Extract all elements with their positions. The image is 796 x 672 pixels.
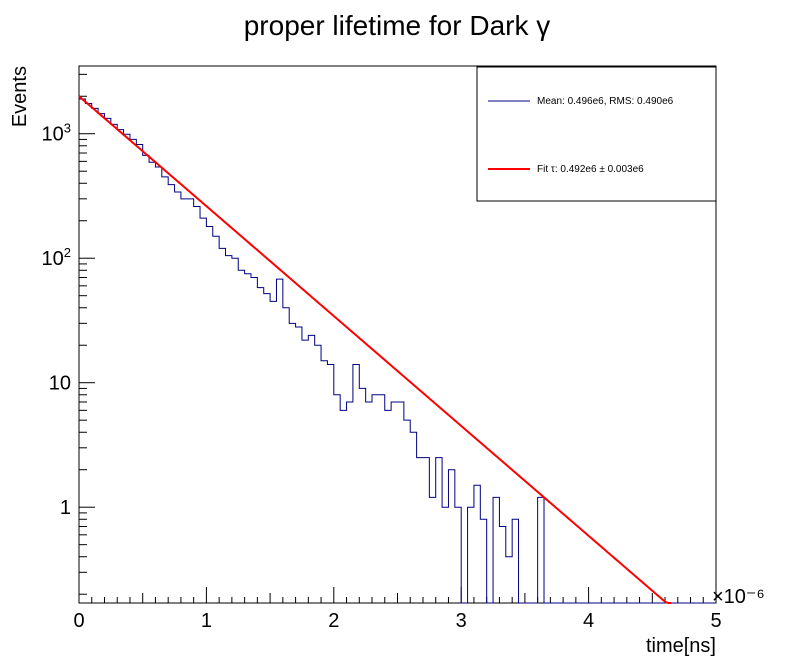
x-tick-label: 2 (328, 610, 339, 632)
y-tick-label: 102 (42, 245, 71, 270)
chart-title: proper lifetime for Dark γ (244, 10, 551, 41)
x-tick-label: 0 (73, 610, 84, 632)
x-axis-title: time[ns] (646, 635, 716, 657)
legend-box (476, 66, 717, 202)
y-axis-title: Events (9, 66, 31, 127)
x-tick-label: 4 (583, 610, 594, 632)
histogram-outline (79, 98, 716, 604)
x-axis: 0 1 2 3 4 5 (73, 587, 722, 632)
fit-curve (78, 95, 672, 604)
legend: Mean: 0.496e6, RMS: 0.490e6 Fit τ: 0.492… (476, 66, 717, 202)
x-exponent-label: ×10⁻⁶ (712, 586, 765, 608)
x-tick-label: 1 (201, 610, 212, 632)
x-tick-label: 3 (456, 610, 467, 632)
y-tick-label: 103 (42, 121, 71, 146)
y-tick-label: 1 (60, 497, 71, 519)
legend-fit-label: Fit τ: 0.492e6 ± 0.003e6 (537, 164, 644, 175)
legend-histogram-label: Mean: 0.496e6, RMS: 0.490e6 (537, 96, 674, 107)
y-tick-label: 10 (49, 373, 71, 395)
x-tick-label: 5 (710, 610, 721, 632)
y-axis: 1 10 102 103 (42, 73, 95, 595)
